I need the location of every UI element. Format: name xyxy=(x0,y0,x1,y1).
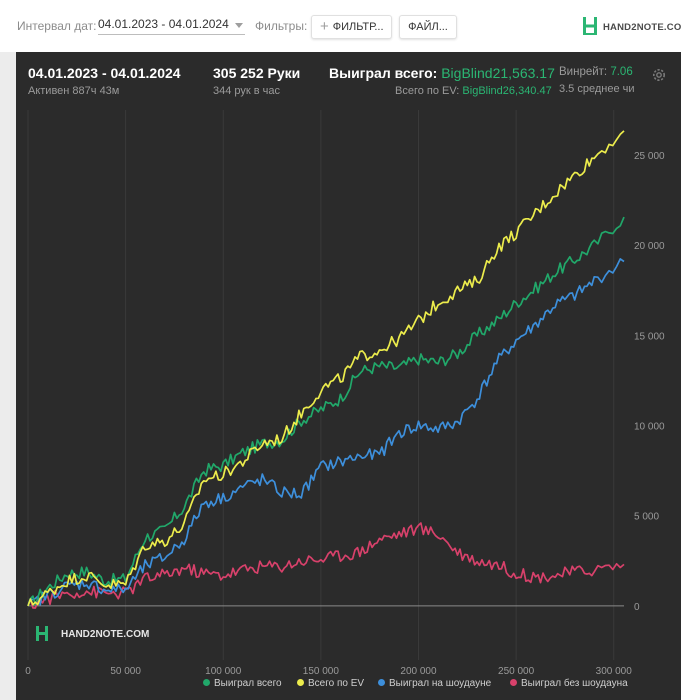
date-interval-select[interactable]: 04.01.2023 - 04.01.2024 xyxy=(98,17,245,35)
series-line-won xyxy=(27,216,625,607)
chart-grid xyxy=(27,110,615,660)
profit-chart: 0 5 000 10 000 15 000 20 000 25 000 0 50 000 10… xyxy=(25,110,665,674)
date-interval-label: Интервал дат: xyxy=(17,19,97,33)
ev-total-value: BigBlind26,340.47 xyxy=(462,85,552,97)
files-button[interactable]: ФАЙЛ... xyxy=(399,15,457,39)
ev-total-label: Всего по EV: xyxy=(395,85,460,97)
x-tick-label: 300 000 xyxy=(596,666,633,674)
won-total-label: Выиграл всего: xyxy=(329,65,438,81)
legend-label-ev: Всего по EV xyxy=(308,678,365,689)
x-tick-label: 200 000 xyxy=(400,666,437,674)
hand2note-logo-icon xyxy=(583,17,597,35)
legend-dot-ev xyxy=(297,679,304,686)
watermark-mark-bar xyxy=(36,632,48,635)
hand2note-logo[interactable]: HAND2NOTE.COM xyxy=(582,16,681,38)
series-line-showdown xyxy=(27,258,625,607)
x-tick-label: 50 000 xyxy=(110,666,141,674)
logo-text: HAND2NOTE.COM xyxy=(603,22,681,33)
x-axis: 0 50 000 100 000 150 000 200 000 250 000 300 0… xyxy=(25,666,632,674)
ev-total: Всего по EV: BigBlind26,340.47 xyxy=(395,85,552,97)
filters-button-label: ФИЛЬТР... xyxy=(332,21,384,33)
winrate-value: 7.06 xyxy=(610,66,633,78)
y-tick-label: 10 000 xyxy=(634,422,665,433)
date-interval-value: 04.01.2023 - 04.01.2024 xyxy=(98,17,229,31)
top-toolbar: Интервал дат: 04.01.2023 - 04.01.2024 Фи… xyxy=(0,0,681,52)
y-tick-label: 5 000 xyxy=(634,512,659,523)
series-layer xyxy=(27,130,625,609)
left-sidebar-strip xyxy=(0,52,16,700)
graph-panel: 04.01.2023 - 04.01.2024 Активен 887ч 43м… xyxy=(16,52,681,700)
files-button-label: ФАЙЛ... xyxy=(408,21,448,33)
legend-item-showdown[interactable]: Выиграл на шоудауне xyxy=(378,678,491,689)
hands-per-hour: 344 рук в час xyxy=(213,85,281,97)
winrate-label: Винрейт: xyxy=(559,66,608,78)
legend-dot-won xyxy=(203,679,210,686)
chevron-down-icon xyxy=(234,23,243,28)
y-tick-label: 20 000 xyxy=(634,241,665,252)
y-tick-label: 0 xyxy=(634,602,640,613)
y-tick-label: 25 000 xyxy=(634,151,665,162)
x-tick-label: 0 xyxy=(25,666,31,674)
plus-icon: + xyxy=(320,18,329,35)
watermark-text: HAND2NOTE.COM xyxy=(61,629,149,640)
series-line-nonshowdown xyxy=(27,522,625,609)
gear-icon[interactable] xyxy=(650,66,668,84)
series-line-ev xyxy=(27,130,625,607)
legend-label-won: Выиграл всего xyxy=(214,678,282,689)
legend-item-ev[interactable]: Всего по EV xyxy=(297,678,364,689)
legend-dot-nonshowdown xyxy=(510,679,517,686)
x-tick-label: 150 000 xyxy=(303,666,340,674)
hands-count: 305 252 Руки xyxy=(213,65,301,81)
won-total: Выиграл всего: BigBlind21,563.17 xyxy=(329,65,555,81)
legend-item-won[interactable]: Выиграл всего xyxy=(203,678,282,689)
legend-item-nonshowdown[interactable]: Выиграл без шоудауна xyxy=(510,678,628,689)
filters-button[interactable]: + ФИЛЬТР... xyxy=(311,15,392,39)
y-tick-label: 15 000 xyxy=(634,331,665,342)
x-tick-label: 100 000 xyxy=(205,666,242,674)
period-title: 04.01.2023 - 04.01.2024 xyxy=(28,65,181,81)
legend-label-nonshowdown: Выиграл без шоудауна xyxy=(521,678,628,689)
legend-dot-showdown xyxy=(378,679,385,686)
filters-label: Фильтры: xyxy=(255,19,308,33)
winrate: Винрейт: 7.06 xyxy=(559,66,633,78)
x-tick-label: 250 000 xyxy=(498,666,535,674)
y-axis: 0 5 000 10 000 15 000 20 000 25 000 xyxy=(634,151,665,613)
chart-watermark: HAND2NOTE.COM xyxy=(36,626,149,641)
won-total-value: BigBlind21,563.17 xyxy=(441,65,555,81)
legend-label-showdown: Выиграл на шоудауне xyxy=(389,678,492,689)
winrate-sub: 3.5 среднее чи xyxy=(559,83,635,95)
active-time: Активен 887ч 43м xyxy=(28,85,120,97)
